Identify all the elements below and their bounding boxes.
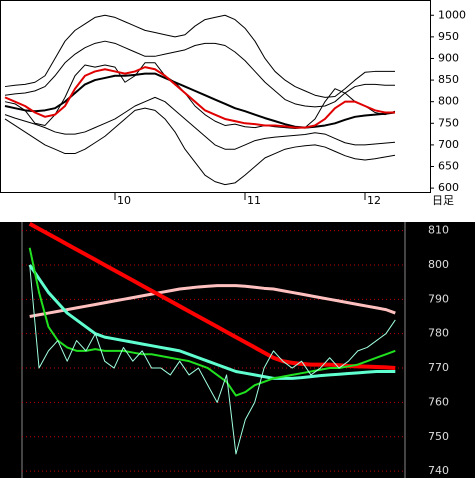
- series-line: [4, 107, 396, 186]
- series-line: [28, 221, 396, 371]
- y-tick-label: 800: [428, 258, 449, 271]
- series-line: [4, 40, 395, 108]
- y-tick-label: 800: [438, 95, 459, 108]
- series-line: [4, 96, 396, 150]
- series-line: [4, 14, 395, 98]
- series-line: [29, 284, 396, 318]
- y-tick-label: 650: [438, 160, 459, 173]
- y-tick-label: 700: [438, 138, 459, 151]
- y-tick-label: 740: [428, 464, 449, 477]
- series-line: [4, 66, 395, 129]
- y-tick-label: 950: [438, 30, 459, 43]
- y-tick-label: 790: [428, 292, 449, 305]
- x-tick-label: 12: [367, 194, 381, 207]
- y-tick-label: 770: [428, 361, 449, 374]
- y-tick-label: 810: [428, 224, 449, 237]
- series-line: [28, 247, 396, 397]
- y-tick-label: 780: [428, 327, 449, 340]
- x-tick-label: 10: [117, 194, 131, 207]
- x-tick-label: 11: [247, 194, 261, 207]
- y-tick-label: 750: [438, 116, 459, 129]
- bottom-panel: [0, 222, 475, 478]
- series-line: [29, 264, 396, 455]
- y-tick-label: 850: [438, 73, 459, 86]
- x-axis-label: 日足: [432, 194, 454, 207]
- y-tick-label: 900: [438, 51, 459, 64]
- y-tick-label: 760: [428, 395, 449, 408]
- series-line: [28, 264, 396, 380]
- y-tick-label: 750: [428, 430, 449, 443]
- series-line: [4, 62, 396, 129]
- y-tick-label: 1000: [438, 8, 466, 21]
- y-tick-label: 600: [438, 181, 459, 194]
